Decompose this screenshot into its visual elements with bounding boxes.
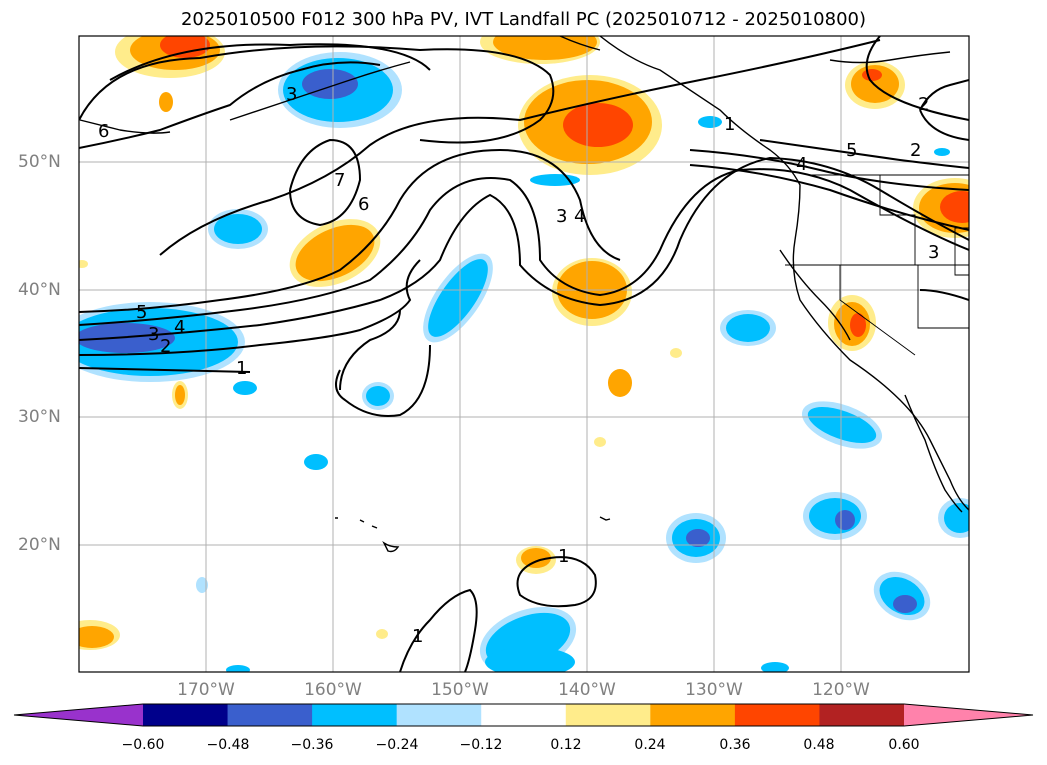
contour-label: 4 — [796, 154, 807, 175]
contour-label: 2 — [160, 336, 171, 357]
contour-label: 2 — [910, 140, 921, 161]
lat-label: 40°N — [18, 280, 61, 300]
contour-label: 1 — [412, 626, 423, 647]
colorbar-tick-label: −0.48 — [206, 737, 250, 753]
colorbar-extend-high — [904, 704, 1033, 726]
contour-label: 5 — [846, 140, 857, 161]
colorbar-tick-label: 0.24 — [634, 737, 666, 753]
colorbar — [13, 703, 1034, 727]
colorbar-cell — [734, 704, 820, 726]
grid-lines — [79, 36, 969, 672]
map-frame — [78, 35, 970, 673]
lon-label: 170°W — [177, 680, 235, 700]
colorbar-tick-label: 0.36 — [719, 737, 751, 753]
contour-label: 1 — [236, 358, 247, 379]
colorbar-cell — [396, 704, 482, 726]
colorbar-tick-label: 0.60 — [888, 737, 920, 753]
colorbar-tick-label: −0.24 — [375, 737, 419, 753]
shaded-anomalies — [79, 36, 969, 672]
lon-label: 160°W — [304, 680, 362, 700]
colorbar-tick-label: 0.12 — [550, 737, 582, 753]
lon-label: 120°W — [812, 680, 870, 700]
contour-label: 3 — [148, 324, 159, 345]
lat-label: 20°N — [18, 535, 61, 555]
contour-label: 4 — [174, 317, 185, 338]
contour-label: 3 — [556, 206, 567, 227]
pv-contours — [79, 36, 969, 672]
contour-label: 6 — [98, 121, 109, 142]
contour-label: 1 — [724, 114, 735, 135]
colorbar-cell — [481, 704, 567, 726]
colorbar-tick-label: −0.36 — [290, 737, 334, 753]
contour-label: 3 — [286, 84, 297, 105]
contour-label: 6 — [358, 194, 369, 215]
contour-label: 7 — [334, 170, 345, 191]
colorbar-cell — [143, 704, 229, 726]
coastlines — [79, 36, 969, 553]
colorbar-tick-label: −0.60 — [121, 737, 165, 753]
colorbar-tick-label: −0.12 — [459, 737, 503, 753]
colorbar-cell — [227, 704, 313, 726]
lat-label: 50°N — [18, 152, 61, 172]
colorbar-cell — [650, 704, 736, 726]
contour-labels: 6 3 7 6 3 4 5 2 1 4 2 3 5 4 3 2 1 1 1 — [98, 84, 939, 647]
lat-label: 30°N — [18, 407, 61, 427]
colorbar-cell — [312, 704, 398, 726]
lon-label: 140°W — [558, 680, 616, 700]
colorbar-cell — [819, 704, 905, 726]
lon-label: 130°W — [685, 680, 743, 700]
contour-label: 4 — [574, 206, 585, 227]
colorbar-extend-low — [14, 704, 143, 726]
map-title: 2025010500 F012 300 hPa PV, IVT Landfall… — [180, 9, 867, 30]
contour-label: 2 — [918, 94, 929, 115]
colorbar-cell — [565, 704, 651, 726]
contour-label: 1 — [558, 546, 569, 567]
colorbar-tick-label: 0.48 — [803, 737, 835, 753]
lon-label: 150°W — [431, 680, 489, 700]
contour-label: 3 — [928, 242, 939, 263]
contour-label: 5 — [136, 302, 147, 323]
